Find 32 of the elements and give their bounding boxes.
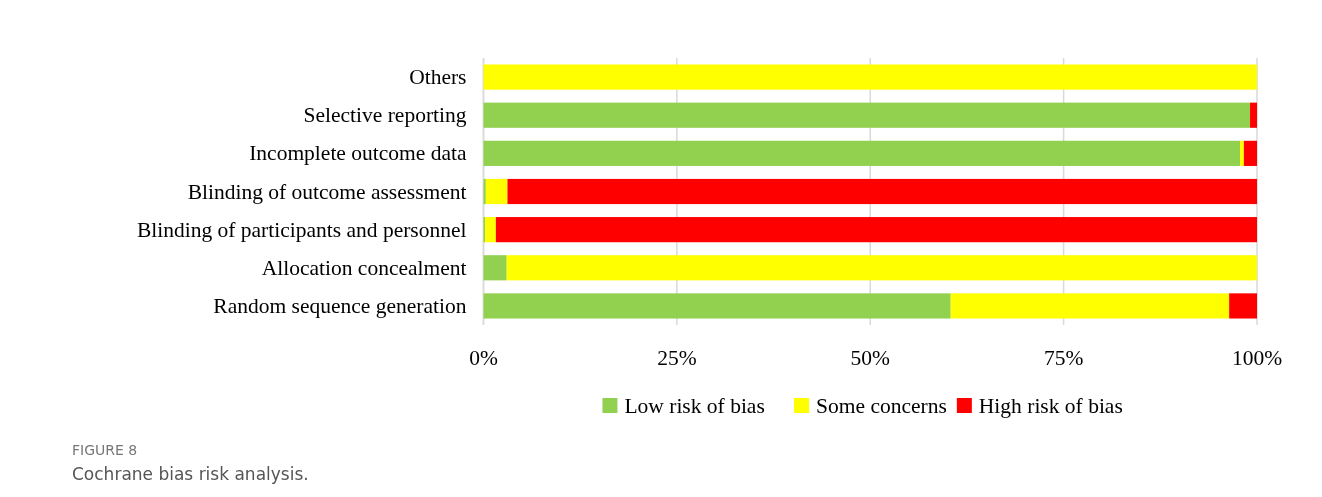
y-tick-label: Allocation concealment — [261, 255, 467, 280]
bar — [950, 293, 1230, 319]
bar — [507, 178, 1257, 205]
y-tick-label: Incomplete outcome data — [249, 141, 467, 166]
bar — [483, 255, 507, 281]
x-tick-label: 75% — [1043, 346, 1084, 370]
bar — [483, 293, 951, 319]
y-tick-label: Blinding of participants and personnel — [136, 217, 467, 242]
legend-label: Low risk of bias — [624, 394, 765, 418]
bar — [506, 255, 1257, 281]
x-tick-label: 25% — [657, 346, 697, 370]
bar — [495, 217, 1257, 243]
bar — [483, 140, 1240, 166]
bar — [1229, 293, 1257, 319]
y-tick-label: Others — [409, 65, 467, 90]
bar — [485, 178, 508, 205]
legend-label: High risk of bias — [978, 394, 1123, 418]
bar — [1250, 102, 1257, 128]
y-tick-label: Random sequence generation — [213, 293, 467, 318]
y-tick-label: Blinding of outcome assessment — [187, 179, 467, 204]
caption: FIGURE 8 — [72, 442, 138, 458]
bar — [1239, 140, 1244, 166]
bar — [483, 102, 1251, 128]
y-tick-label: Selective reporting — [303, 103, 467, 128]
text: Cochrane bias risk analysis. — [72, 464, 309, 484]
bar — [483, 64, 1257, 90]
legend-label: Some concerns — [816, 394, 947, 418]
x-tick-label: 100% — [1231, 346, 1283, 370]
x-tick-label: 0% — [469, 346, 498, 370]
bar — [1243, 140, 1257, 166]
bar — [485, 217, 496, 243]
x-tick-label: 50% — [850, 346, 891, 370]
